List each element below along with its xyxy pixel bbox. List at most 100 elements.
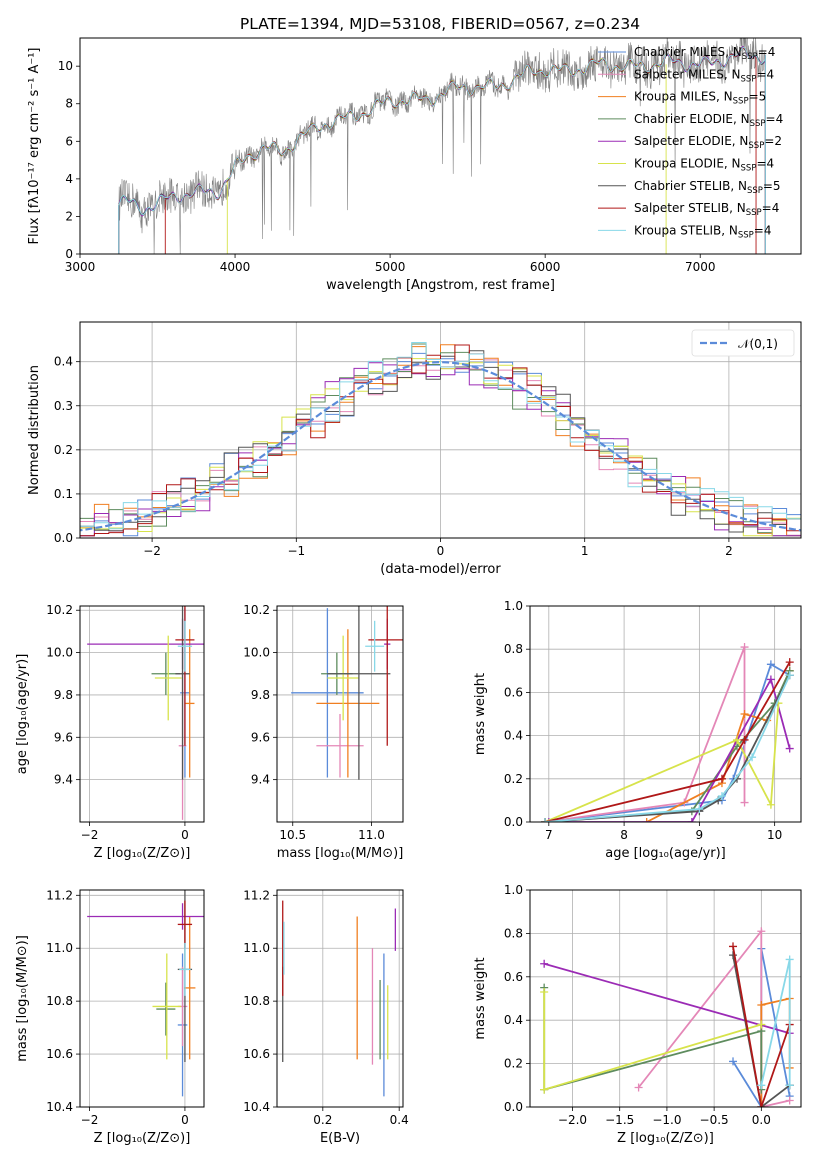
errorbar-point <box>154 635 182 721</box>
legend-label: Chabrier ELODIE, NSSP=4 <box>634 112 783 129</box>
weight-marker <box>757 927 766 936</box>
x-axis-label: (data-model)/error <box>380 562 501 577</box>
plot-area <box>291 606 403 780</box>
y-tick-label: 0.8 <box>504 642 523 656</box>
weight-marker <box>740 710 749 718</box>
y-tick-label: 4 <box>65 172 73 186</box>
weight-line <box>543 962 790 1035</box>
y-tick-label: 0 <box>65 247 73 261</box>
y-tick-label: 1.0 <box>504 883 523 897</box>
weight-line <box>548 677 791 822</box>
legend-label: Salpeter ELODIE, NSSP=2 <box>634 134 782 151</box>
y-axis-label: age [log₁₀(age/yr)] <box>15 654 30 775</box>
y-tick-label: 11.2 <box>243 888 270 902</box>
y-tick-label: 10.4 <box>243 1100 270 1114</box>
x-axis-label: age [log₁₀(age/yr)] <box>605 846 726 861</box>
x-tick-label: 0 <box>181 1113 189 1127</box>
errorbar-point <box>156 982 176 1036</box>
spectrum-panel: 3000 4000 5000 6000 7000 0 2 4 6 8 10 wavelength [A… <box>27 37 802 293</box>
y-axis-label: Flux [fλ10⁻¹⁷ erg cm⁻² s⁻¹ A⁻¹] <box>27 48 42 245</box>
y-tick-label: 0.0 <box>504 1100 523 1114</box>
y-tick-label: 0.2 <box>504 772 523 786</box>
x-tick-label: 0.2 <box>313 1113 332 1127</box>
x-axis-label: Z [log₁₀(Z/Z⊙)] <box>94 846 191 861</box>
mass-vs-Z-panel: −2 0 10.4 10.6 10.8 11.0 11.2 Z [log₁₀(Z/Z⊙)] ma… <box>15 888 205 1146</box>
weight-marker <box>642 818 651 822</box>
y-tick-label: 2 <box>65 209 73 223</box>
y-tick-label: 9.4 <box>54 773 73 787</box>
legend-value: =4 <box>766 112 784 126</box>
errorbar-point <box>177 900 193 949</box>
weight-marker <box>740 798 749 807</box>
y-tick-label: 10.8 <box>46 994 73 1008</box>
histogram-panel: −2 −1 0 1 2 0.0 0.1 0.2 0.3 0.4 (data-model)/error… <box>27 321 802 577</box>
legend-label: Kroupa STELIB, NSSP=4 <box>634 223 772 240</box>
legend-subscript: SSP <box>738 230 754 240</box>
weight-marker <box>540 1085 549 1094</box>
model-spectrum <box>118 47 766 216</box>
errorbar-point <box>316 629 380 778</box>
mass-weight-vs-age-panel: 7 8 9 10 0.0 0.2 0.4 0.6 0.8 1.0 age [log₁₀(age/yr… <box>473 599 802 861</box>
x-tick-label: 3000 <box>65 260 96 274</box>
y-tick-label: 8 <box>65 97 73 111</box>
age-vs-mass-panel: 10.5 11.0 9.4 9.6 9.8 10.0 10.2 mass [log₁₀(M/M… <box>243 603 404 861</box>
x-tick-label: −2.0 <box>558 1113 587 1127</box>
legend-subscript: SSP <box>733 97 749 107</box>
errorbar-point <box>291 608 364 778</box>
x-tick-label: −0.5 <box>700 1113 729 1127</box>
legend-subscript: SSP <box>741 164 757 174</box>
age-vs-Z-panel: −2 0 9.4 9.6 9.8 10.0 10.2 Z [log₁₀(Z/Z⊙)] age [… <box>15 603 205 861</box>
weight-marker <box>757 1020 766 1029</box>
weight-marker <box>729 942 738 951</box>
weight-marker <box>544 818 553 822</box>
x-tick-label: 1 <box>581 544 589 558</box>
y-tick-label: 10.0 <box>243 646 270 660</box>
legend-subscript: SSP <box>748 141 764 151</box>
weight-marker <box>785 658 794 667</box>
weight-marker <box>748 753 757 762</box>
weight-marker <box>766 675 775 684</box>
y-tick-label: 9.8 <box>251 688 270 702</box>
legend-label: Chabrier STELIB, NSSP=5 <box>634 179 781 196</box>
legend-value: =5 <box>749 90 767 104</box>
legend-subscript: SSP <box>747 186 763 196</box>
y-tick-label: 0.8 <box>504 926 523 940</box>
y-tick-label: 10.2 <box>46 603 73 617</box>
weight-marker <box>785 744 794 753</box>
x-tick-label: 5000 <box>375 260 406 274</box>
x-tick-label: 0 <box>437 544 445 558</box>
x-tick-label: 0.0 <box>752 1113 771 1127</box>
weight-line <box>544 703 780 822</box>
x-axis-label: wavelength [Angstrom, rest frame] <box>326 278 555 293</box>
histogram-series <box>80 342 801 530</box>
y-tick-label: 11.0 <box>46 941 73 955</box>
errorbar-point <box>183 916 196 1060</box>
weight-marker <box>729 951 738 960</box>
axes-frame <box>276 889 404 1108</box>
y-tick-label: 10.4 <box>46 1100 73 1114</box>
legend: Chabrier MILES, NSSP=4 Salpeter MILES, NS… <box>598 45 783 240</box>
x-axis-label: E(B-V) <box>320 1131 360 1146</box>
weight-line <box>732 954 791 1107</box>
mass-vs-EBV-panel: 0.2 0.4 10.4 10.6 10.8 11.0 11.2 E(B-V) <box>243 888 408 1146</box>
figure-title: PLATE=1394, MJD=53108, FIBERID=0567, z=0… <box>240 15 640 33</box>
y-tick-label: 6 <box>65 134 73 148</box>
axes-frame <box>79 321 802 539</box>
x-axis-label: Z [log₁₀(Z/Z⊙)] <box>94 1131 191 1146</box>
legend-label: Kroupa MILES, NSSP=5 <box>634 90 766 107</box>
y-axis-label: mass weight <box>473 957 488 1039</box>
errorbar-point <box>365 620 385 672</box>
weight-marker <box>540 987 549 996</box>
legend-label: 𝒩(0,1) <box>738 337 778 351</box>
x-tick-label: −2 <box>81 828 99 842</box>
weight-marker <box>785 955 794 964</box>
x-tick-label: 10 <box>767 828 782 842</box>
legend-label: Kroupa ELODIE, NSSP=4 <box>634 157 774 174</box>
x-tick-label: −1.0 <box>652 1113 681 1127</box>
weight-marker <box>729 1057 738 1066</box>
legend-value: =4 <box>754 223 772 237</box>
errorbar-point <box>179 942 191 996</box>
y-tick-label: 10.0 <box>46 646 73 660</box>
legend-subscript: SSP <box>746 208 762 218</box>
x-tick-label: 9 <box>696 828 704 842</box>
